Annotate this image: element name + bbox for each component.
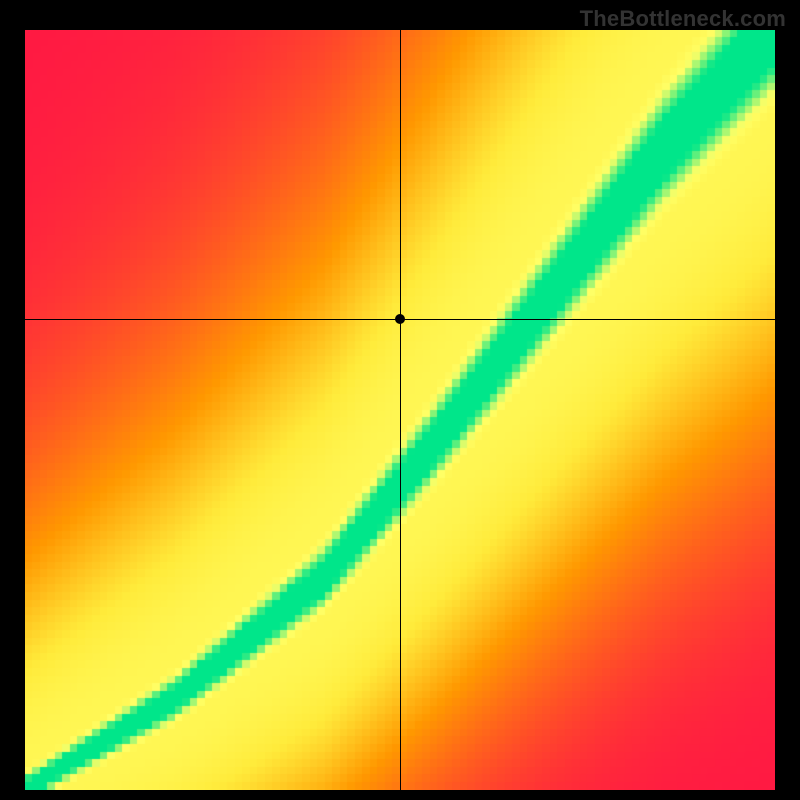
crosshair-marker <box>395 314 405 324</box>
watermark-text: TheBottleneck.com <box>580 6 786 32</box>
heatmap-plot <box>25 30 775 790</box>
crosshair-vertical <box>400 30 401 790</box>
chart-frame: TheBottleneck.com <box>0 0 800 800</box>
